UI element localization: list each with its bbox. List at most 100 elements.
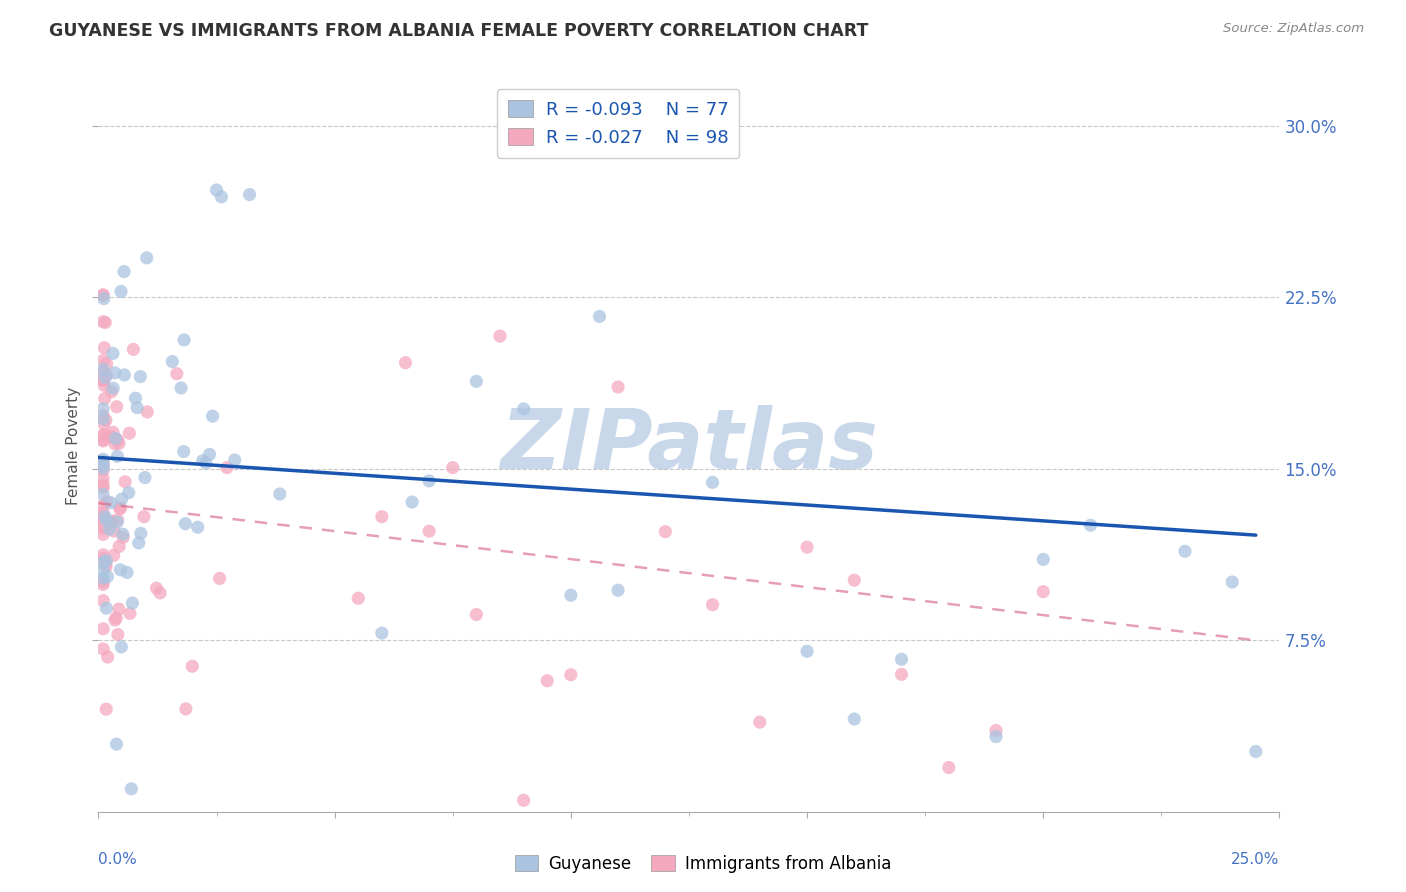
Point <box>702 598 724 612</box>
Point <box>489 329 512 343</box>
Point <box>91 433 114 447</box>
Point <box>104 432 127 446</box>
Point <box>91 521 114 535</box>
Point <box>984 723 1007 738</box>
Point <box>107 627 129 641</box>
Point <box>100 496 122 510</box>
Point <box>187 520 209 534</box>
Point <box>654 524 676 539</box>
Point <box>104 366 127 380</box>
Point <box>91 461 114 475</box>
Point <box>105 515 128 529</box>
Point <box>91 288 114 302</box>
Point <box>91 434 114 448</box>
Point <box>94 559 117 574</box>
Point <box>120 781 142 796</box>
Point <box>194 456 217 470</box>
Point <box>607 583 630 598</box>
Point <box>191 453 214 467</box>
Point <box>418 524 440 538</box>
Point <box>107 602 129 616</box>
Point <box>91 527 114 541</box>
Point <box>465 375 488 389</box>
Point <box>91 548 114 562</box>
Point <box>122 343 145 357</box>
Point <box>441 460 464 475</box>
Point <box>607 380 630 394</box>
Point <box>98 522 121 536</box>
Point <box>371 626 394 640</box>
Point <box>1032 584 1054 599</box>
Point <box>371 509 394 524</box>
Point <box>100 514 122 528</box>
Point <box>136 405 159 419</box>
Point <box>91 458 114 472</box>
Point <box>118 485 141 500</box>
Point <box>124 391 146 405</box>
Point <box>91 315 114 329</box>
Point <box>170 381 193 395</box>
Point <box>166 367 188 381</box>
Point <box>94 509 117 524</box>
Point <box>93 365 115 379</box>
Point <box>418 474 440 488</box>
Text: 25.0%: 25.0% <box>1232 852 1279 867</box>
Point <box>110 285 132 299</box>
Point <box>91 409 114 423</box>
Point <box>91 472 114 486</box>
Point <box>91 373 114 387</box>
Point <box>984 730 1007 744</box>
Point <box>844 712 866 726</box>
Point <box>108 539 131 553</box>
Legend: R = -0.093    N = 77, R = -0.027    N = 98: R = -0.093 N = 77, R = -0.027 N = 98 <box>496 89 740 158</box>
Point <box>91 401 114 416</box>
Point <box>96 494 118 508</box>
Point <box>91 481 114 495</box>
Point <box>465 607 488 622</box>
Point <box>115 566 138 580</box>
Point <box>201 409 224 424</box>
Point <box>149 586 172 600</box>
Point <box>94 316 117 330</box>
Point <box>173 333 195 347</box>
Point <box>129 369 152 384</box>
Point <box>512 793 534 807</box>
Point <box>96 513 118 527</box>
Point <box>91 571 114 585</box>
Point <box>796 540 818 554</box>
Point <box>100 429 122 443</box>
Point <box>111 492 134 507</box>
Point <box>112 368 135 382</box>
Point <box>105 400 128 414</box>
Y-axis label: Female Poverty: Female Poverty <box>66 387 82 505</box>
Point <box>104 613 127 627</box>
Point <box>91 487 114 501</box>
Point <box>134 470 156 484</box>
Point <box>181 659 204 673</box>
Point <box>94 413 117 427</box>
Point <box>91 509 114 524</box>
Point <box>91 556 114 570</box>
Point <box>91 642 114 657</box>
Point <box>93 353 115 368</box>
Point <box>91 458 114 472</box>
Point <box>108 436 131 450</box>
Point <box>93 392 115 406</box>
Point <box>748 715 770 730</box>
Point <box>118 426 141 441</box>
Point <box>91 564 114 578</box>
Point <box>91 577 114 591</box>
Point <box>91 428 114 442</box>
Point <box>560 667 582 681</box>
Point <box>107 433 129 447</box>
Point <box>91 412 114 426</box>
Point <box>93 292 115 306</box>
Point <box>890 667 912 681</box>
Point <box>118 607 141 621</box>
Point <box>103 381 125 395</box>
Point <box>108 501 131 516</box>
Text: 0.0%: 0.0% <box>98 852 138 867</box>
Point <box>93 341 115 355</box>
Point <box>96 368 118 383</box>
Point <box>96 601 118 615</box>
